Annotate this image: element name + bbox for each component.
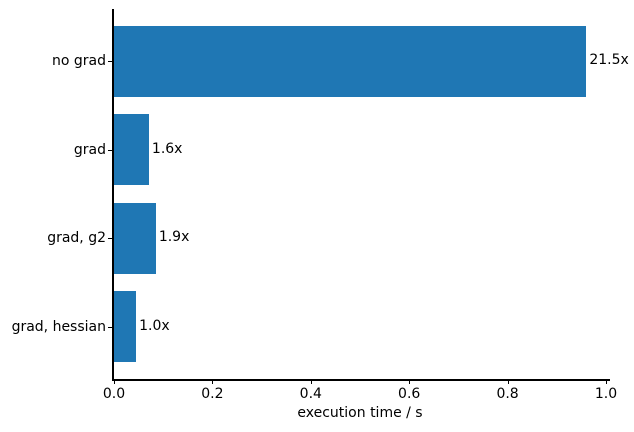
bar-grad-g2	[114, 202, 156, 274]
bar-value-label: 1.6x	[151, 140, 183, 157]
bar-grad-hessian	[114, 291, 137, 362]
y-tick-mark	[108, 326, 112, 328]
y-axis-spine	[112, 9, 114, 380]
y-tick-mark	[108, 61, 112, 62]
y-tick-label: grad, g2	[47, 230, 106, 246]
y-tick-label: grad, hessian	[11, 318, 106, 335]
y-tick-label: grad	[73, 141, 106, 158]
bar-no-grad	[114, 25, 587, 97]
x-tick-mark	[212, 380, 214, 384]
bar-value-label: 1.9x	[158, 229, 190, 245]
x-tick-mark	[507, 380, 509, 384]
x-tick-label: 1.0	[594, 386, 618, 402]
x-axis-spine	[112, 379, 610, 381]
x-tick-label: 0.4	[299, 386, 322, 402]
bar-value-label: 1.0x	[139, 317, 170, 334]
x-tick-mark	[310, 380, 312, 384]
x-tick-label: 0.2	[201, 386, 224, 402]
x-tick-label: 0.6	[398, 386, 421, 402]
bar-grad	[114, 114, 149, 185]
x-tick-mark	[606, 380, 607, 384]
bar-value-label: 21.5x	[589, 52, 629, 68]
x-tick-label: 0.8	[496, 386, 519, 402]
y-tick-mark	[108, 149, 112, 151]
y-tick-label: no grad	[52, 53, 106, 69]
x-tick-mark	[409, 380, 411, 384]
x-tick-mark	[114, 380, 115, 384]
x-axis-label: execution time / s	[297, 405, 423, 421]
y-tick-mark	[108, 238, 112, 239]
x-tick-label: 0.0	[102, 386, 126, 402]
